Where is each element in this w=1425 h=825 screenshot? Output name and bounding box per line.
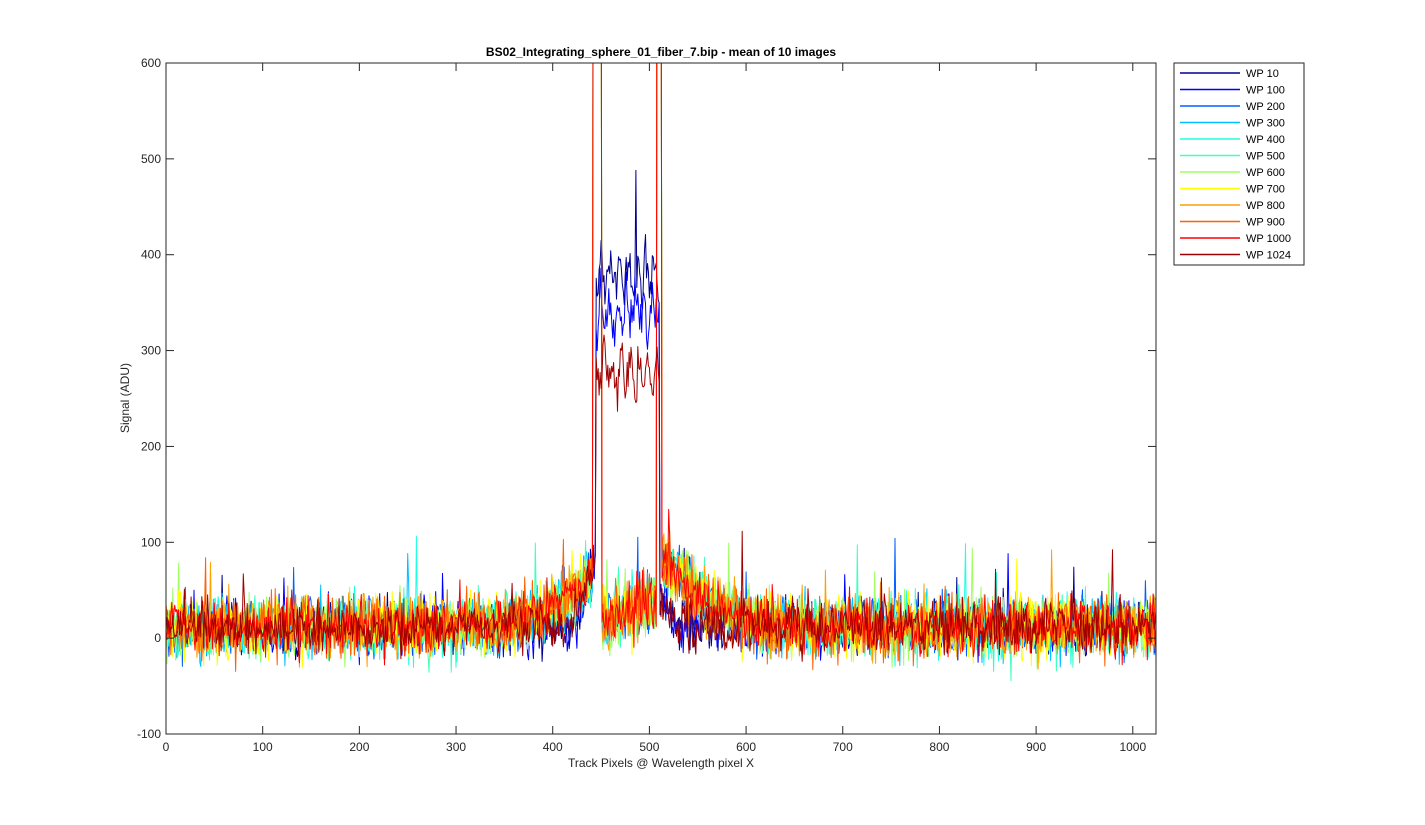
x-tick-label: 1000: [1119, 740, 1146, 754]
y-tick-label: 300: [141, 344, 161, 358]
series-line-wp-1000: [166, 63, 1156, 666]
x-tick-label: 700: [833, 740, 853, 754]
chart-title: BS02_Integrating_sphere_01_fiber_7.bip -…: [486, 45, 836, 59]
y-tick-label: 600: [141, 56, 161, 70]
legend-label: WP 100: [1246, 85, 1285, 97]
legend-label: WP 10: [1246, 68, 1279, 80]
legend-label: WP 400: [1246, 134, 1285, 146]
legend-box: [1173, 62, 1305, 266]
legend-label: WP 700: [1246, 184, 1285, 196]
legend-label: WP 600: [1246, 167, 1285, 179]
y-axis-label: Signal (ADU): [118, 363, 132, 433]
legend-label: WP 800: [1246, 200, 1285, 212]
y-tick-label: -100: [137, 727, 161, 741]
legend: WP 10 WP 100 WP 200 WP 300 WP 400 WP 500 WP 60…: [1173, 62, 1305, 266]
legend-label: WP 1024: [1246, 250, 1291, 262]
x-tick-label: 500: [639, 740, 659, 754]
x-tick-label: 300: [446, 740, 466, 754]
y-tick-label: 500: [141, 152, 161, 166]
x-tick-label: 200: [349, 740, 369, 754]
legend-items: WP 10 WP 100 WP 200 WP 300 WP 400 WP 500 WP 60…: [1180, 68, 1291, 262]
legend-label: WP 1000: [1246, 233, 1291, 245]
axis-ticks: 0 100 200 300 400 500 600 700 800 900 1000-1000100…: [137, 56, 1156, 754]
legend-label: WP 500: [1246, 151, 1285, 163]
y-tick-label: 400: [141, 248, 161, 262]
x-axis-label: Track Pixels @ Wavelength pixel X: [568, 756, 754, 770]
y-tick-label: 0: [154, 631, 161, 645]
legend-label: WP 300: [1246, 118, 1285, 130]
plot-frame: [165, 62, 1157, 735]
series-lines: [166, 63, 1156, 682]
plot-area: 0 100 200 300 400 500 600 700 800 900 1000-1000100…: [137, 56, 1157, 754]
series-line-wp-1024: [166, 334, 1156, 662]
y-tick-label: 200: [141, 439, 161, 453]
x-tick-label: 800: [929, 740, 949, 754]
x-tick-label: 0: [163, 740, 170, 754]
y-tick-label: 100: [141, 535, 161, 549]
x-tick-label: 900: [1026, 740, 1046, 754]
legend-label: WP 900: [1246, 217, 1285, 229]
legend-label: WP 200: [1246, 101, 1285, 113]
x-tick-label: 600: [736, 740, 756, 754]
x-tick-label: 400: [543, 740, 563, 754]
x-tick-label: 100: [253, 740, 273, 754]
